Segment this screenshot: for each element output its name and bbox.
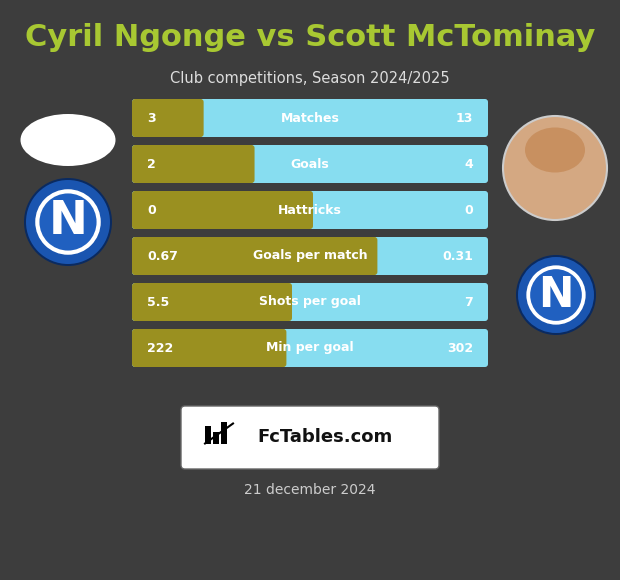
Text: Goals: Goals <box>291 158 329 171</box>
FancyBboxPatch shape <box>132 329 488 367</box>
Circle shape <box>516 255 596 335</box>
Text: 0: 0 <box>147 204 156 216</box>
FancyBboxPatch shape <box>132 145 488 183</box>
Text: Min per goal: Min per goal <box>266 342 354 354</box>
Text: Cyril Ngonge vs Scott McTominay: Cyril Ngonge vs Scott McTominay <box>25 24 595 53</box>
Text: 21 december 2024: 21 december 2024 <box>244 483 376 497</box>
Text: 4: 4 <box>464 158 473 171</box>
Text: 5.5: 5.5 <box>147 295 169 309</box>
FancyBboxPatch shape <box>132 329 286 367</box>
FancyBboxPatch shape <box>132 145 255 183</box>
Text: Hattricks: Hattricks <box>278 204 342 216</box>
Ellipse shape <box>525 128 585 172</box>
FancyBboxPatch shape <box>132 237 378 275</box>
Circle shape <box>530 269 582 321</box>
FancyBboxPatch shape <box>132 191 313 229</box>
Text: 302: 302 <box>447 342 473 354</box>
Circle shape <box>24 178 112 266</box>
Text: 0: 0 <box>464 204 473 216</box>
Circle shape <box>35 189 101 255</box>
Ellipse shape <box>20 114 115 166</box>
FancyBboxPatch shape <box>132 283 488 321</box>
FancyBboxPatch shape <box>132 191 488 229</box>
Text: 0.67: 0.67 <box>147 249 178 263</box>
FancyBboxPatch shape <box>132 283 292 321</box>
Circle shape <box>40 194 97 251</box>
Text: Club competitions, Season 2024/2025: Club competitions, Season 2024/2025 <box>170 71 450 85</box>
Text: 222: 222 <box>147 342 173 354</box>
Text: FcTables.com: FcTables.com <box>257 429 392 447</box>
FancyBboxPatch shape <box>132 99 488 137</box>
Text: Goals per match: Goals per match <box>253 249 367 263</box>
FancyBboxPatch shape <box>181 406 439 469</box>
FancyBboxPatch shape <box>132 99 203 137</box>
Circle shape <box>526 266 586 325</box>
Bar <box>213 432 219 444</box>
Text: 13: 13 <box>456 111 473 125</box>
Circle shape <box>518 257 594 333</box>
Text: 3: 3 <box>147 111 156 125</box>
FancyBboxPatch shape <box>132 237 488 275</box>
Circle shape <box>503 116 607 220</box>
Text: Shots per goal: Shots per goal <box>259 295 361 309</box>
Text: N: N <box>538 274 574 316</box>
Text: 0.31: 0.31 <box>442 249 473 263</box>
Text: N: N <box>48 200 87 245</box>
Text: 7: 7 <box>464 295 473 309</box>
Circle shape <box>26 180 110 264</box>
Text: 2: 2 <box>147 158 156 171</box>
Bar <box>205 426 211 444</box>
Text: Matches: Matches <box>281 111 339 125</box>
Bar <box>221 422 227 444</box>
